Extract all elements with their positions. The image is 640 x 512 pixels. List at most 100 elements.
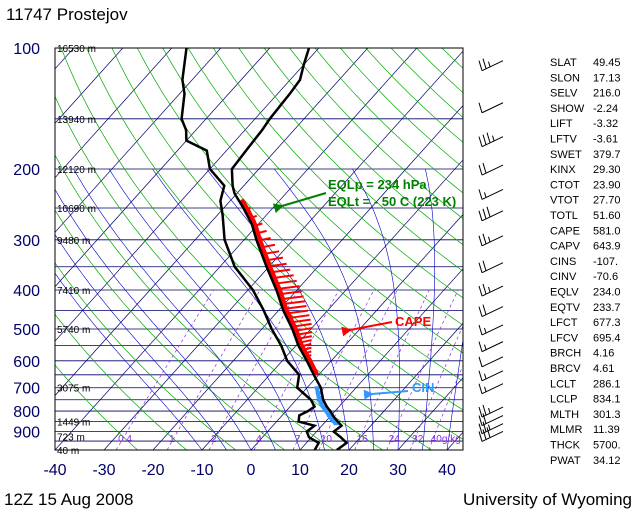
wind-barb-flag [488, 286, 491, 293]
wind-barb-flag [478, 324, 483, 336]
wind-barb-flag [484, 327, 487, 334]
moist-adiabat-line [55, 188, 252, 450]
wind-barb [478, 413, 504, 427]
pressure-tick-label: 700 [13, 381, 40, 398]
wind-barb-staff [481, 370, 504, 382]
moist-adiabat-line [55, 234, 227, 450]
mixing-ratio-line [428, 364, 463, 450]
index-value: 29.30 [593, 164, 621, 176]
moist-adiabat-line [422, 168, 436, 450]
index-value: 643.9 [593, 241, 621, 253]
eqlp-annotation: EQLp = 234 hPa [328, 177, 427, 192]
wind-barb-staff [481, 306, 504, 318]
height-label: 40 m [57, 446, 79, 457]
index-value: 286.1 [593, 378, 621, 390]
wind-barb-staff [481, 164, 504, 176]
eql-arrow [272, 192, 327, 214]
mixing-ratio-line [292, 289, 375, 450]
wind-barb [478, 283, 504, 297]
wind-barb [478, 58, 504, 72]
wind-barbs [478, 58, 504, 442]
index-name: CINV [550, 271, 577, 283]
moist-adiabat-line [152, 168, 325, 450]
sounding-profiles [180, 48, 349, 450]
mixing-ratio-line [115, 289, 214, 450]
moist-adiabat-line [108, 168, 301, 450]
eqlt-annotation: EQLt = - 50 C (223 K) [328, 194, 456, 209]
index-name: LCLP [550, 394, 578, 406]
wind-barb-flag [478, 423, 483, 434]
wind-barb-flag [482, 429, 487, 440]
dry-adiabat-line [55, 154, 334, 450]
wind-barb [478, 260, 504, 274]
height-label: 10690 m [57, 204, 96, 215]
wind-barb-flag [478, 370, 483, 381]
temperature-tick-label: 10 [291, 462, 309, 479]
pressure-axis: 100 200 300 400 500 600 700 800 900 [13, 41, 40, 442]
wind-barb-flag [478, 356, 483, 367]
wind-barb-flag [478, 136, 483, 147]
wind-barb-flag [478, 285, 483, 297]
wind-barb-flag [478, 189, 483, 200]
wind-barb [478, 188, 504, 200]
dry-adiabat-line [289, 48, 463, 220]
wind-barb-flag [484, 344, 487, 350]
temperature-axis: -40 -30 -20 -10 0 10 20 30 40 [43, 462, 456, 479]
temperature-tick-label: 40 [438, 462, 456, 479]
cin-label: CIN [412, 380, 434, 395]
dry-adiabat-line [55, 209, 285, 450]
dry-adiabat-line [86, 48, 463, 440]
dry-adiabat-line [55, 95, 383, 450]
temperature-tick-label: -40 [43, 462, 66, 479]
wind-barb-flag [482, 283, 487, 295]
index-value: 695.4 [593, 332, 621, 344]
wind-barb-flag [482, 404, 487, 416]
wind-barb-flag [482, 233, 487, 244]
temperature-tick-label: -30 [92, 462, 115, 479]
index-value: 379.7 [593, 149, 621, 161]
mixing-ratio-line [253, 289, 340, 450]
mixing-ratio-label: 24 [389, 434, 401, 445]
wind-barb-flag [478, 102, 483, 113]
cape-arrow [341, 321, 393, 337]
wind-barb [478, 427, 504, 442]
index-name: SHOW [550, 103, 585, 115]
wind-barb-flag [482, 162, 487, 174]
moist-adiabat-line [446, 337, 463, 450]
isotherm-line [397, 377, 463, 450]
dry-adiabat-line [55, 364, 138, 450]
wind-barb-flag [488, 61, 491, 67]
plot-frame [54, 47, 464, 451]
index-value: 23.90 [593, 179, 621, 191]
isotherm-line [348, 322, 463, 450]
mixing-ratio-line [386, 289, 459, 450]
index-value: 11.39 [593, 424, 620, 436]
wind-barb-flag [484, 386, 487, 392]
mixing-ratio-label: 40g/kg [431, 434, 461, 445]
wind-barb-staff [481, 188, 504, 200]
wind-barb [478, 356, 504, 368]
index-name: BRCV [550, 363, 581, 375]
isotherm-line [55, 48, 124, 124]
dry-adiabat-line [136, 48, 463, 382]
pressure-tick-label: 400 [13, 283, 40, 300]
index-name: BRCH [550, 348, 581, 360]
dry-adiabat-line [55, 313, 187, 450]
index-name: TOTL [550, 210, 578, 222]
wind-barb [478, 370, 504, 382]
pressure-tick-label: 200 [13, 162, 40, 179]
mixing-ratio-label: 32 [412, 434, 424, 445]
wind-barb-staff [481, 341, 504, 353]
temperature-tick-label: -20 [141, 462, 164, 479]
dewpoint-profile-line [180, 48, 321, 450]
wind-barb-staff [481, 356, 504, 368]
index-name: SELV [550, 88, 578, 100]
wind-barb-flag [488, 424, 491, 430]
moist-adiabat-line [274, 168, 374, 450]
cin-arrow [363, 389, 409, 400]
mixing-ratio-line [208, 289, 299, 450]
height-label: 723 m [57, 432, 85, 443]
index-name: LFTV [550, 134, 578, 146]
wind-barb-flag [492, 135, 495, 141]
index-name: PWAT [550, 455, 581, 467]
